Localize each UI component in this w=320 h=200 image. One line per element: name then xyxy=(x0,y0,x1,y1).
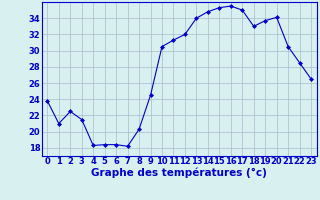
X-axis label: Graphe des températures (°c): Graphe des températures (°c) xyxy=(91,168,267,178)
